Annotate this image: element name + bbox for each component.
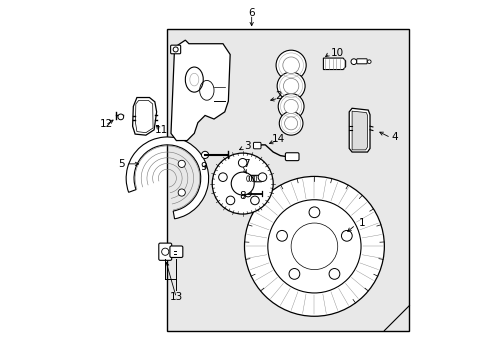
Text: 14: 14: [271, 134, 285, 144]
Circle shape: [290, 223, 337, 270]
Circle shape: [350, 59, 356, 64]
Polygon shape: [132, 98, 156, 135]
FancyBboxPatch shape: [246, 175, 262, 182]
Circle shape: [226, 196, 234, 205]
Circle shape: [178, 160, 185, 167]
Circle shape: [118, 114, 123, 120]
FancyBboxPatch shape: [170, 45, 180, 54]
Circle shape: [367, 60, 370, 63]
Circle shape: [173, 47, 178, 52]
Circle shape: [218, 173, 227, 181]
Circle shape: [258, 173, 266, 181]
Circle shape: [284, 99, 298, 114]
Circle shape: [341, 230, 351, 241]
Text: 4: 4: [391, 132, 397, 142]
Circle shape: [201, 151, 208, 158]
Polygon shape: [351, 111, 367, 150]
Circle shape: [283, 78, 298, 94]
Circle shape: [276, 230, 287, 241]
Text: 8: 8: [239, 191, 245, 201]
Circle shape: [178, 189, 185, 196]
Circle shape: [282, 57, 299, 73]
Circle shape: [288, 269, 299, 279]
FancyBboxPatch shape: [169, 246, 183, 257]
Circle shape: [284, 117, 297, 130]
Circle shape: [277, 72, 305, 100]
Circle shape: [279, 112, 303, 135]
FancyBboxPatch shape: [159, 243, 171, 260]
Circle shape: [238, 158, 246, 167]
Circle shape: [308, 207, 319, 218]
Circle shape: [162, 248, 168, 255]
Text: 10: 10: [330, 48, 343, 58]
FancyBboxPatch shape: [356, 59, 366, 64]
Text: 3: 3: [244, 141, 251, 151]
Text: 2: 2: [275, 91, 281, 101]
Bar: [167, 30, 408, 330]
FancyBboxPatch shape: [285, 153, 298, 161]
Text: 7: 7: [242, 159, 249, 169]
Circle shape: [250, 196, 259, 205]
Circle shape: [328, 269, 339, 279]
Circle shape: [278, 94, 304, 120]
Polygon shape: [171, 40, 230, 140]
Text: 5: 5: [118, 159, 124, 169]
Circle shape: [276, 50, 305, 80]
Text: 6: 6: [248, 8, 254, 18]
Wedge shape: [126, 137, 208, 219]
Circle shape: [297, 229, 331, 264]
Text: 11: 11: [154, 125, 167, 135]
FancyBboxPatch shape: [253, 142, 261, 149]
Circle shape: [212, 153, 273, 214]
Polygon shape: [348, 108, 369, 152]
Circle shape: [244, 190, 251, 197]
Circle shape: [267, 200, 360, 293]
Text: 12: 12: [100, 120, 113, 129]
Text: 9: 9: [200, 162, 206, 172]
Text: 1: 1: [359, 218, 365, 228]
Text: 13: 13: [169, 292, 183, 302]
Polygon shape: [135, 100, 153, 133]
Circle shape: [244, 176, 384, 316]
Polygon shape: [323, 58, 345, 69]
Circle shape: [231, 172, 254, 195]
